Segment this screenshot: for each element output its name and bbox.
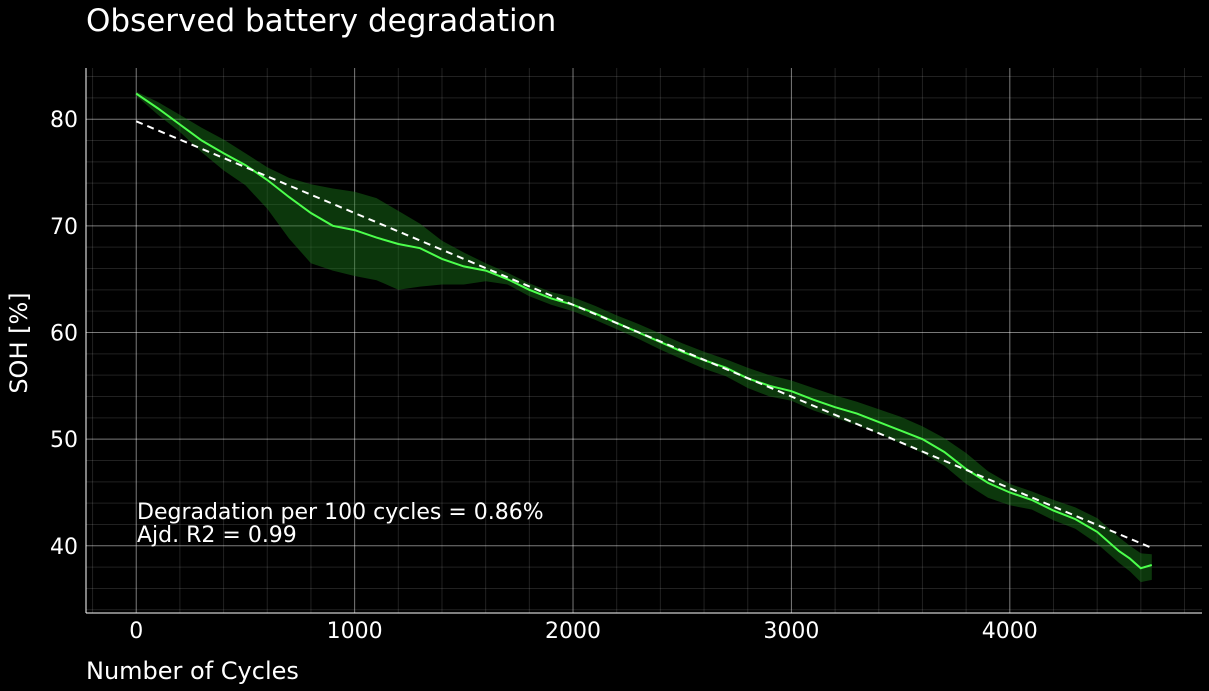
annotation-degradation: Degradation per 100 cycles = 0.86% — [137, 500, 544, 525]
x-tick-label: 4000 — [982, 619, 1038, 644]
x-tick-label: 3000 — [763, 619, 819, 644]
x-axis-title: Number of Cycles — [86, 657, 299, 685]
y-tick-label: 70 — [50, 215, 78, 240]
confidence-band — [136, 91, 1152, 583]
y-tick-label: 60 — [50, 322, 78, 347]
x-tick-label: 1000 — [327, 619, 383, 644]
series-lines — [135, 92, 1153, 570]
y-axis-title: SOH [%] — [5, 292, 33, 393]
y-tick-label: 40 — [50, 535, 78, 560]
x-tick-labels: 0 1000 2000 3000 4000 — [129, 619, 1038, 644]
trend-line — [135, 120, 1153, 549]
y-tick-labels: 40 50 60 70 80 — [50, 108, 78, 560]
annotation-r2: Ajd. R2 = 0.99 — [137, 523, 297, 548]
x-tick-label: 2000 — [545, 619, 601, 644]
minor-grid — [86, 68, 1202, 613]
y-tick-label: 50 — [50, 428, 78, 453]
major-grid — [86, 68, 1202, 613]
y-tick-label: 80 — [50, 108, 78, 133]
x-tick-label: 0 — [129, 619, 143, 644]
chart-title: Observed battery degradation — [86, 3, 556, 39]
